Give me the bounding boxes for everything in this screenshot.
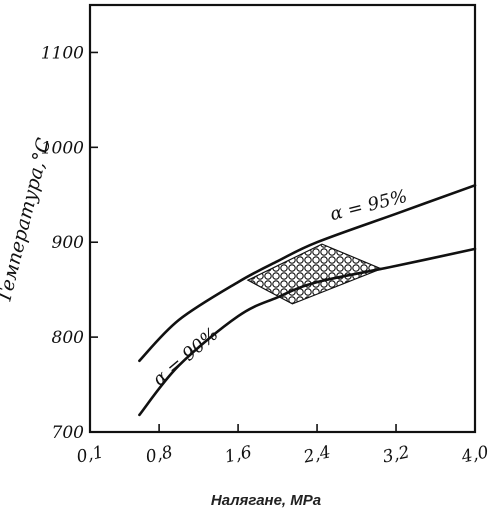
series-label-alpha-95: α = 95% [328, 186, 409, 225]
x-tick-label: 4,0 [459, 442, 491, 467]
x-axis-label: Налягане, MPa [211, 492, 321, 509]
y-tick-label: 800 [52, 328, 85, 348]
series-layer [138, 184, 477, 417]
series-line-alpha-90 [138, 247, 477, 417]
axis-ticks [89, 51, 476, 433]
plot-border [88, 3, 477, 434]
y-axis-label: Температура,°С [0, 135, 55, 305]
series-line-alpha-95 [138, 184, 477, 363]
y-tick-label: 1100 [41, 43, 84, 63]
axis-tick-labels: 0,1 0,8 1,6 2,4 3,2 4,0 700 800 900 1000 1100 [41, 43, 491, 467]
y-tick-label: 900 [52, 233, 85, 253]
x-tick-label: 1,6 [223, 442, 254, 467]
x-tick-label: 0,1 [75, 442, 106, 467]
x-tick-label: 2,4 [301, 442, 333, 467]
y-tick-label: 700 [52, 423, 85, 443]
x-tick-label: 3,2 [381, 442, 412, 467]
y-tick-label: 1000 [41, 138, 84, 158]
plot-frame [88, 3, 477, 434]
x-tick-label: 0,8 [144, 442, 175, 467]
series-label-alpha-90: α = 90% [149, 324, 223, 391]
